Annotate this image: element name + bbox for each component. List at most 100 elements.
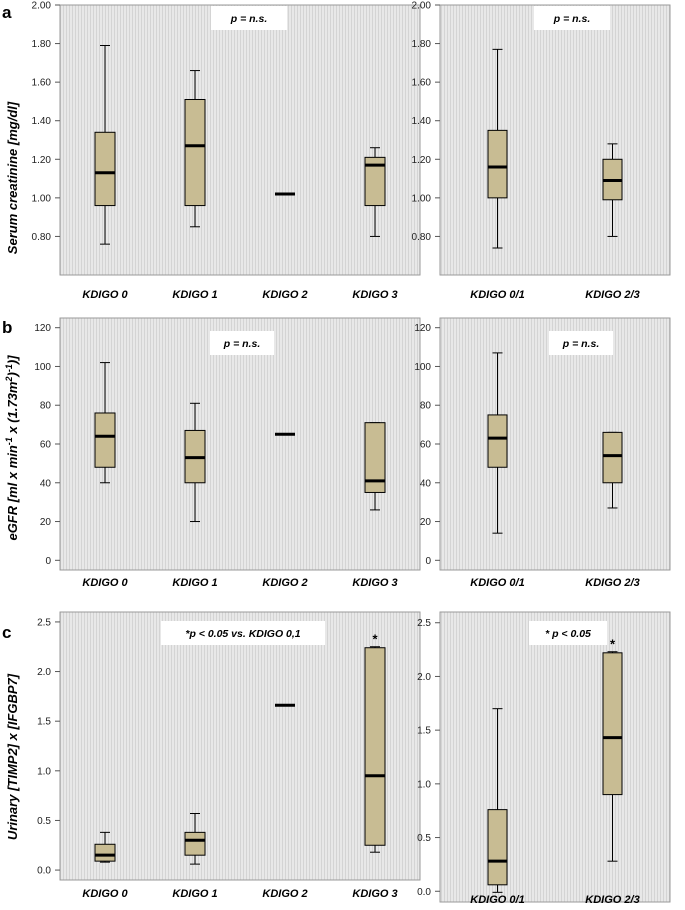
- y-tick-label: 2.5: [417, 618, 431, 629]
- annotation-box: [161, 621, 325, 645]
- y-tick-label: 0.0: [417, 887, 431, 898]
- x-tick-label: KDIGO 1: [172, 577, 217, 589]
- annotation-box: [210, 331, 274, 355]
- box-iqr: [364, 156, 386, 207]
- y-tick-label: 1.0: [417, 779, 431, 790]
- box-iqr: [94, 131, 116, 207]
- x-tick-label: KDIGO 0/1: [470, 289, 524, 301]
- y-tick-label: 1.00: [412, 193, 432, 204]
- panel-label-b: b: [2, 318, 12, 337]
- y-tick-label: 120: [414, 323, 431, 334]
- significance-marker: *: [372, 632, 378, 647]
- x-tick-label: KDIGO 0: [82, 577, 128, 589]
- y-tick-label: 1.80: [32, 39, 52, 50]
- ylabel-a: Serum creatinine [mg/dl]: [5, 101, 20, 254]
- y-tick-label: 100: [34, 362, 51, 373]
- box-iqr: [184, 99, 206, 207]
- x-tick-label: KDIGO 3: [352, 888, 397, 900]
- plot-area: [439, 611, 671, 903]
- box-iqr: [364, 647, 386, 846]
- y-tick-label: 40: [420, 478, 432, 489]
- annotation-text: p = n.s.: [562, 338, 600, 350]
- y-tick-label: 80: [40, 401, 52, 412]
- annotation-box: [549, 331, 613, 355]
- plot-c-right: 2.5 2.0 1.5 1.0 0.5 0.0 * p < 0.05 KDIGO 0/1 KDI…: [417, 611, 671, 906]
- x-tick-label: KDIGO 1: [172, 888, 217, 900]
- y-tick-label: 1.60: [32, 78, 52, 89]
- x-tick-label: KDIGO 3: [352, 289, 397, 301]
- y-tick-label: 0.80: [32, 232, 52, 243]
- x-tick-label: KDIGO 2/3: [585, 894, 639, 906]
- x-tick-label: KDIGO 2: [262, 289, 307, 301]
- y-tick-label: 60: [420, 440, 432, 451]
- x-tick-label: KDIGO 2: [262, 577, 307, 589]
- y-tick-label: 0.5: [37, 816, 51, 827]
- significance-marker: *: [610, 637, 616, 652]
- y-tick-label: 1.40: [32, 116, 52, 127]
- plot-a-left: 2.00 1.80 1.60 1.40 1.20 1.00 0.80 p = n.s. KDIG…: [32, 1, 421, 301]
- annotation-box: [529, 621, 607, 645]
- ylabel-b: eGFR [ml x min-1 x (1.73m2)-1)]: [4, 355, 20, 541]
- plot-c-left: 2.5 2.0 1.5 1.0 0.5 0.0 *p < 0.05 vs. KDIGO 0,…: [37, 611, 421, 900]
- y-tick-label: 0.0: [37, 866, 51, 877]
- y-tick-label: 0: [425, 556, 431, 567]
- y-tick-label: 120: [34, 323, 51, 334]
- y-tick-label: 0.80: [412, 232, 432, 243]
- y-tick-label: 20: [40, 517, 52, 528]
- y-tick-label: 1.80: [412, 39, 432, 50]
- box-iqr: [94, 412, 116, 468]
- plot-area: [59, 4, 421, 276]
- y-tick-label: 1.0: [37, 766, 51, 777]
- box-iqr: [602, 652, 623, 796]
- box-iqr: [184, 831, 206, 856]
- box-iqr: [487, 414, 508, 468]
- annotation-box: [534, 6, 610, 30]
- y-tick-label: 2.00: [412, 1, 432, 12]
- y-tick-label: 1.20: [412, 155, 432, 166]
- annotation-text: *p < 0.05 vs. KDIGO 0,1: [185, 628, 300, 640]
- plot-area: [439, 4, 671, 276]
- plot-area: [59, 317, 421, 571]
- x-tick-label: KDIGO 0: [82, 888, 128, 900]
- y-tick-label: 0.5: [417, 833, 431, 844]
- x-tick-label: KDIGO 0/1: [470, 894, 524, 906]
- y-tick-label: 1.60: [412, 78, 432, 89]
- plot-area: [439, 317, 671, 571]
- box-iqr: [487, 129, 508, 199]
- annotation-text: * p < 0.05: [545, 628, 591, 640]
- y-tick-label: 1.20: [32, 155, 52, 166]
- y-tick-label: 60: [40, 440, 52, 451]
- annotation-text: p = n.s.: [230, 13, 268, 25]
- y-tick-label: 2.0: [37, 667, 51, 678]
- plot-b-right: 120 100 80 60 40 20 0 p = n.s. KDIGO 0/1 KDIGO 2/…: [414, 317, 671, 589]
- x-tick-label: KDIGO 2: [262, 888, 307, 900]
- y-tick-label: 1.5: [417, 726, 431, 737]
- x-tick-label: KDIGO 1: [172, 289, 217, 301]
- box-iqr: [364, 422, 386, 493]
- box-iqr: [94, 843, 116, 862]
- y-tick-label: 80: [420, 401, 432, 412]
- y-tick-label: 2.5: [37, 617, 51, 628]
- x-tick-label: KDIGO 0: [82, 289, 128, 301]
- plot-a-right: 2.00 1.80 1.60 1.40 1.20 1.00 0.80 p = n.s. KDIG…: [412, 1, 671, 301]
- y-tick-label: 1.40: [412, 116, 432, 127]
- annotation-text: p = n.s.: [553, 13, 591, 25]
- y-tick-label: 2.0: [417, 672, 431, 683]
- x-tick-label: KDIGO 2/3: [585, 289, 639, 301]
- panel-label-a: a: [2, 3, 12, 22]
- box-iqr: [487, 809, 508, 886]
- plot-area: [59, 611, 421, 881]
- annotation-text: p = n.s.: [223, 338, 261, 350]
- plot-b-left: 120 100 80 60 40 20 0 p = n.s. KDIGO 0 KDIGO 1 KDI…: [34, 317, 421, 589]
- box-iqr: [602, 431, 623, 484]
- y-tick-label: 1.00: [32, 193, 52, 204]
- x-tick-label: KDIGO 0/1: [470, 577, 524, 589]
- y-tick-label: 20: [420, 517, 432, 528]
- y-tick-label: 0: [45, 556, 51, 567]
- x-tick-label: KDIGO 2/3: [585, 577, 639, 589]
- annotation-box: [211, 6, 287, 30]
- panel-label-c: c: [2, 623, 11, 642]
- y-tick-label: 100: [414, 362, 431, 373]
- ylabel-c: Urinary [TIMP2] x [IFGBP7]: [5, 673, 20, 840]
